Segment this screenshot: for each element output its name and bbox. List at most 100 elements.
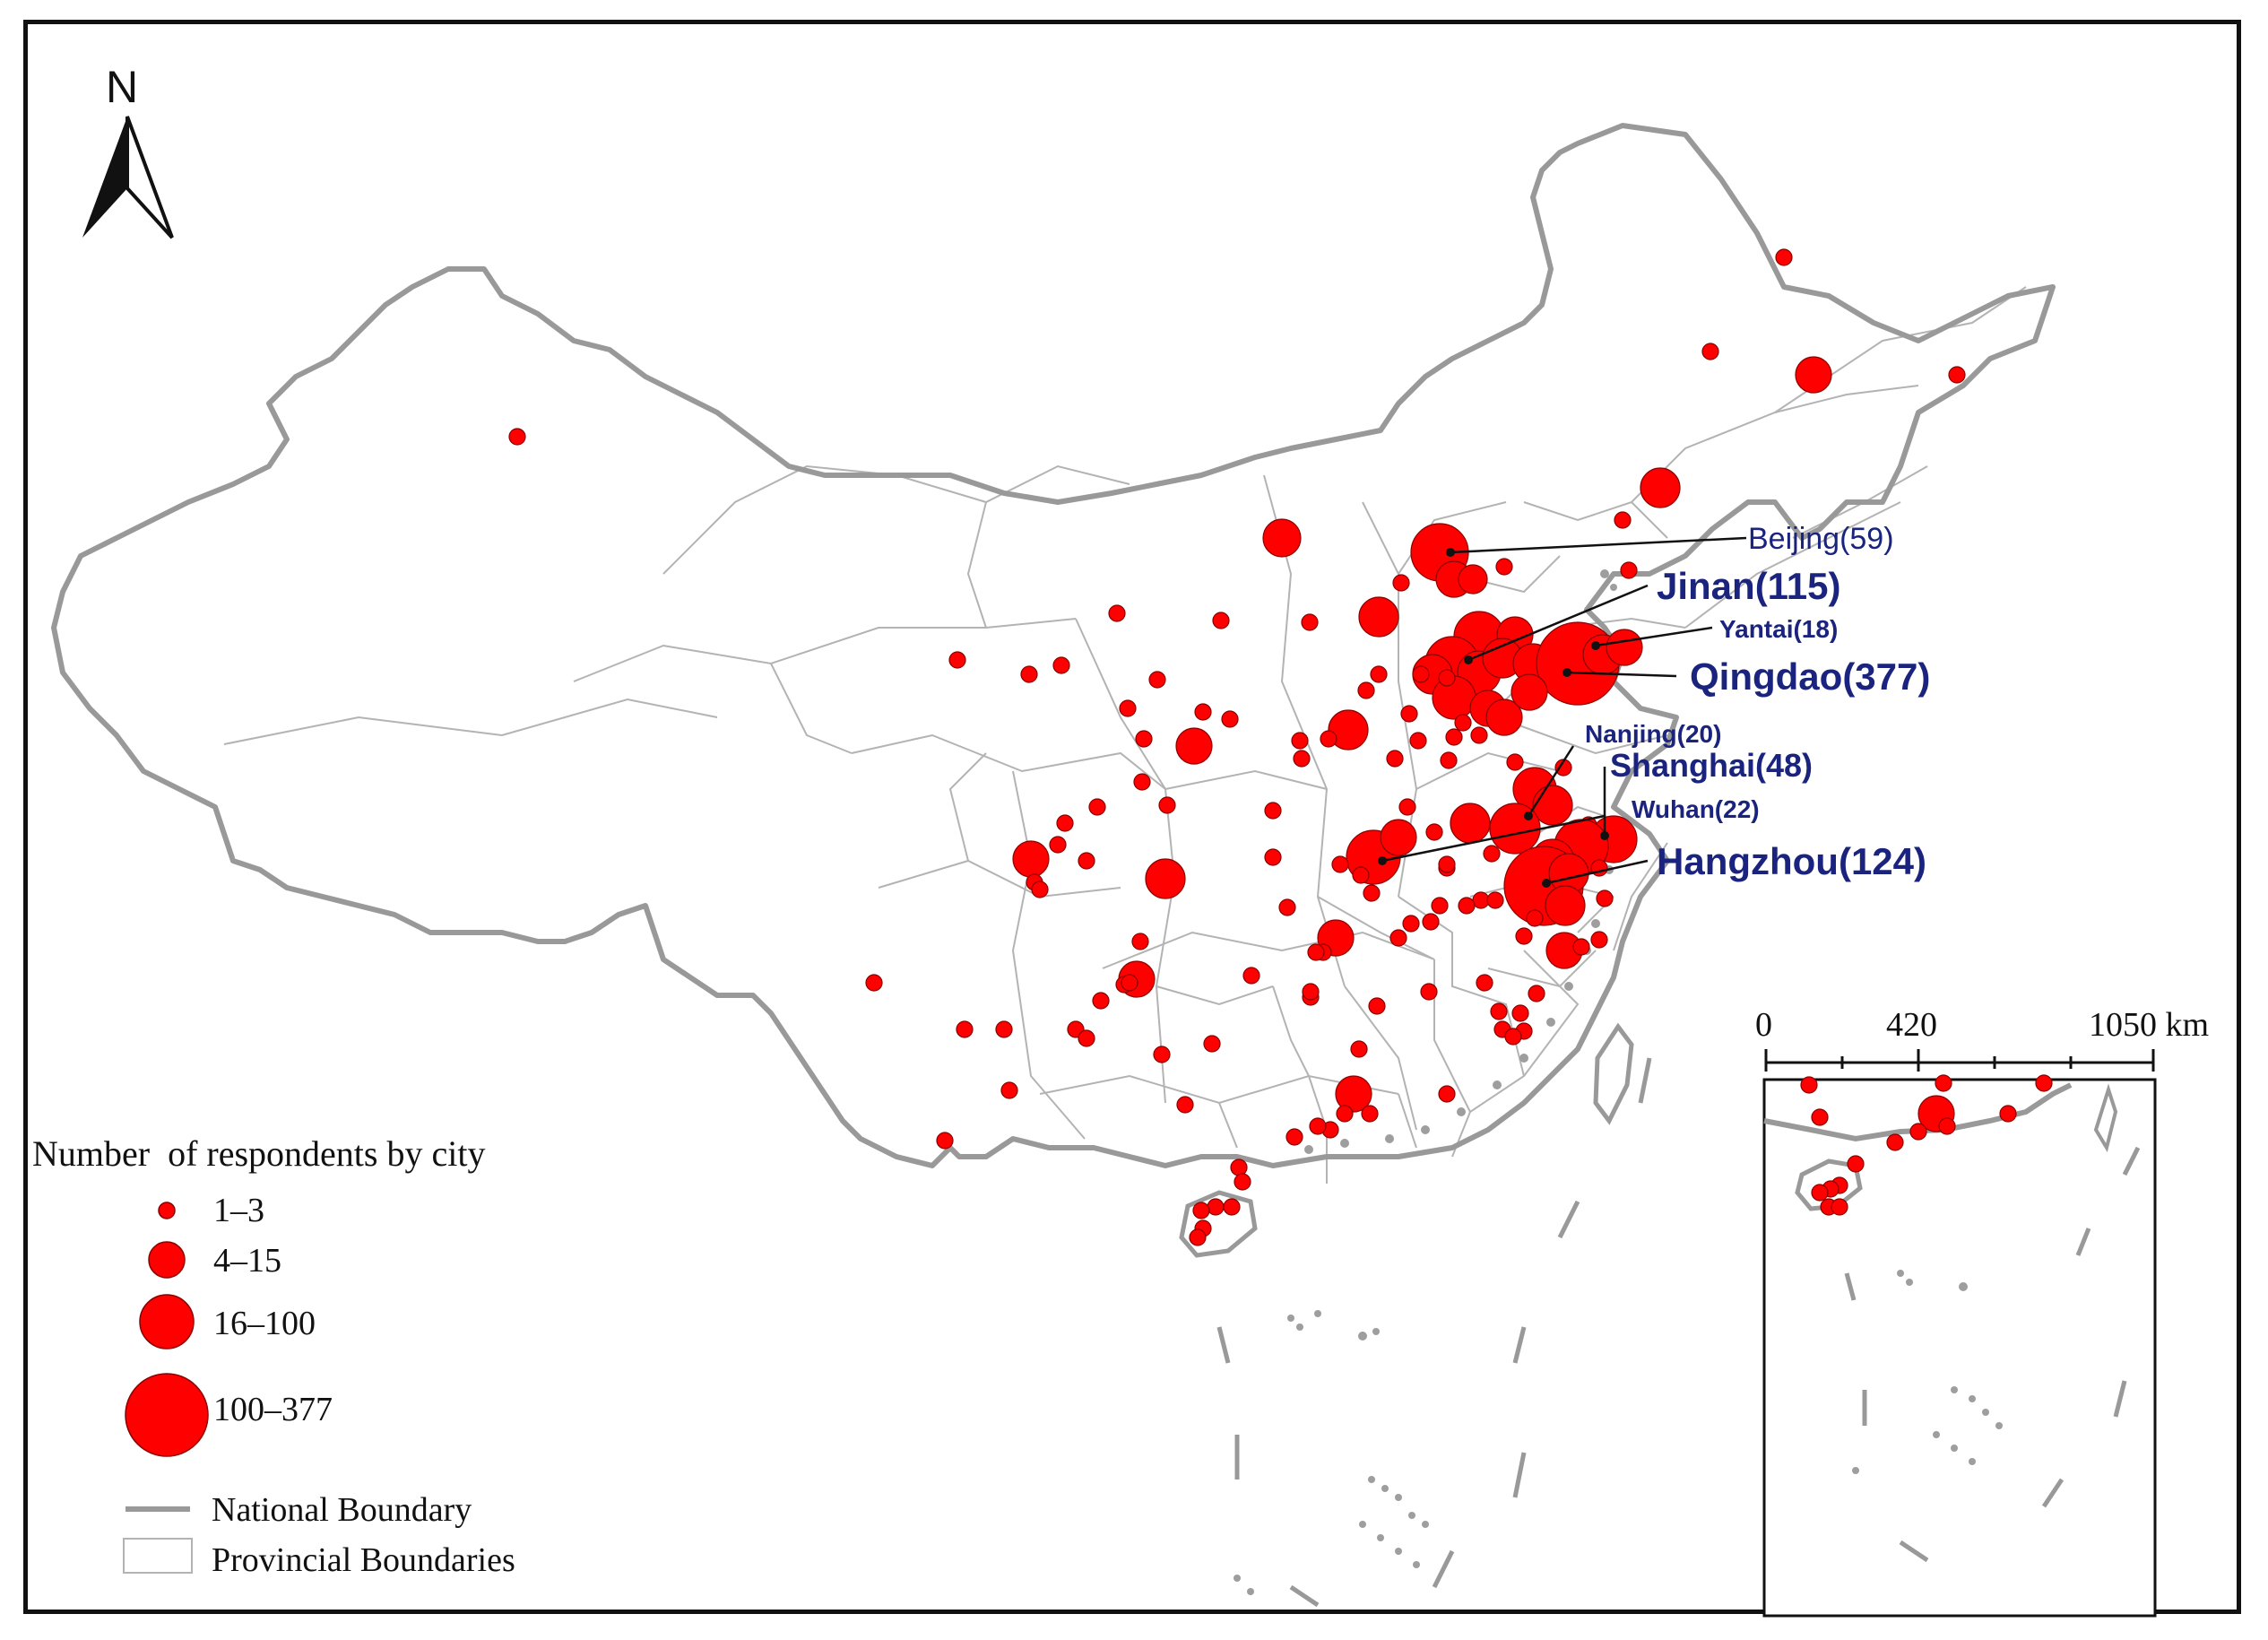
legend-title: Number of respondents by city [32,1133,485,1174]
city-marker [1431,897,1449,915]
city-marker [1203,1035,1221,1053]
legend-national-boundary-label: National Boundary [212,1491,472,1529]
scale-label-0: 0 [1755,1006,1772,1044]
scale-label-420: 420 [1886,1006,1937,1044]
city-marker [1400,705,1418,723]
city-marker [1145,858,1186,899]
city-marker [1458,564,1488,594]
city-marker [1389,929,1407,947]
city-marker [1795,356,1832,394]
city-marker [1476,974,1493,992]
inset-hainan [1795,1158,1863,1211]
city-marker [1485,699,1523,736]
city-marker [1293,750,1311,768]
city-marker [1049,836,1067,854]
label-yantai: Yantai(18) [1719,615,1838,643]
north-arrow-light-half [126,116,174,239]
city-marker [1458,897,1476,915]
city-marker [1472,891,1490,909]
label-wuhan: Wuhan(22) [1632,795,1760,823]
city-marker [1309,1117,1327,1135]
city-marker [1358,596,1399,638]
city-marker [1223,1198,1241,1216]
city-marker [936,1132,954,1150]
city-marker [1121,974,1138,992]
city-marker [1301,613,1319,631]
city-marker [1909,1123,1927,1141]
city-marker [1361,1105,1379,1123]
city-marker [1328,709,1369,751]
city-marker [1999,1105,2017,1123]
city-marker [948,651,966,669]
legend-provincial-boundaries-label: Provincial Boundaries [212,1541,515,1579]
city-marker [1590,931,1608,949]
city-marker [1363,884,1381,902]
city-marker [1302,983,1320,1001]
city-marker [1056,814,1074,832]
city-marker [1320,730,1337,748]
city-marker [1335,1075,1372,1113]
city-marker [1572,938,1590,956]
legend-class-100-377: 100–377 [213,1391,333,1428]
city-marker [1380,819,1417,856]
city-marker [1264,802,1282,820]
city-marker [1935,1074,1952,1092]
city-marker [1800,1076,1818,1094]
city-marker [1336,1105,1354,1123]
city-marker [1640,467,1681,508]
inset-taiwan [2093,1083,2118,1153]
city-marker [1119,699,1137,717]
city-marker [1545,885,1586,926]
city-markers [508,248,1966,1246]
legend-class-4-15: 4–15 [213,1242,281,1280]
city-marker [1392,574,1410,592]
city-marker [1175,727,1213,765]
city-marker [1194,703,1212,721]
city-marker [1483,845,1501,863]
city-marker [1486,891,1504,909]
city-marker [1350,1040,1368,1058]
city-marker [1526,909,1544,927]
legend: Number of respondents by city 1–3 4–15 1… [32,1133,515,1579]
city-marker [1620,561,1638,579]
city-marker [1532,785,1573,826]
city-marker [1938,1117,1956,1135]
city-marker [1528,985,1545,1002]
city-marker [1425,823,1443,841]
city-marker [1886,1133,1904,1151]
city-marker [956,1020,974,1038]
city-marker [1000,1081,1018,1099]
city-marker [1775,248,1793,266]
city-marker [1811,1184,1829,1202]
city-marker [1242,967,1260,985]
north-arrow-dark-half [82,117,127,238]
scale-bar: 0 420 1050 km [1755,1006,2209,1072]
north-arrow-label: N [106,62,138,112]
hainan-island [1179,1190,1258,1258]
city-marker [1811,1108,1829,1126]
city-marker [1234,1173,1251,1191]
city-marker [1153,1046,1171,1063]
city-marker [1445,728,1463,746]
city-marker [1278,898,1296,916]
city-marker [1370,665,1388,683]
city-marker [1409,732,1427,750]
city-marker [1511,1004,1529,1022]
city-marker [1158,796,1176,814]
city-marker [1606,629,1643,666]
north-arrow: N [82,62,174,239]
label-shanghai: Shanghai(48) [1610,747,1813,784]
south-china-sea-islands [1234,1310,1429,1595]
city-marker [2035,1074,2053,1092]
inset-dashes [1844,1146,2141,1563]
nine-dash-line [1216,1057,1652,1608]
taiwan-island [1593,1022,1634,1125]
inset-islands [1852,1270,2003,1474]
city-marker [1078,1029,1095,1047]
city-marker [1948,366,1966,384]
city-marker [1398,798,1416,816]
city-marker [1176,1096,1194,1114]
city-marker [1052,656,1070,674]
leader-dots [1378,548,1609,888]
